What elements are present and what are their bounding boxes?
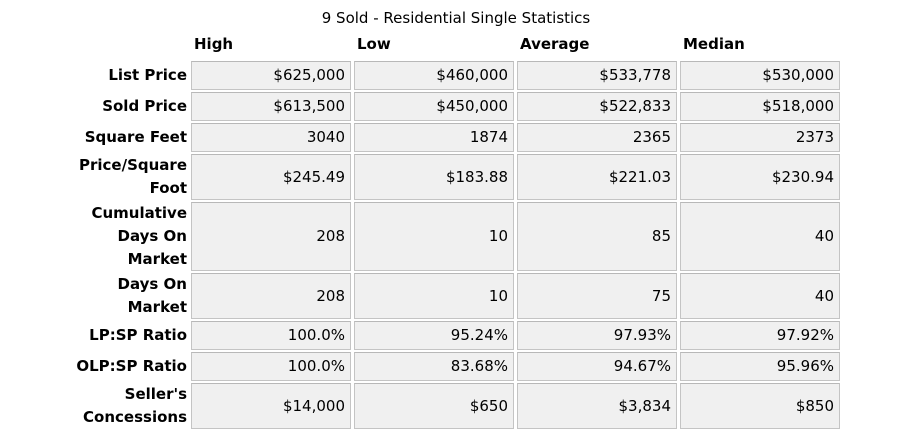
statistics-table: High Low Average Median List Price $625,0… [0, 34, 856, 429]
stat-cell: 40 [680, 202, 840, 271]
stat-cell: $14,000 [191, 383, 351, 429]
stat-cell: $230.94 [680, 154, 840, 200]
stat-cell: $245.49 [191, 154, 351, 200]
stat-cell: 10 [354, 273, 514, 319]
column-header-row: High Low Average Median [0, 34, 856, 54]
stat-cell: $613,500 [191, 92, 351, 121]
table-row: List Price $625,000 $460,000 $533,778 $530,0… [0, 61, 856, 90]
stat-cell: 208 [191, 273, 351, 319]
stat-cell: 97.93% [517, 321, 677, 350]
page-title: 9 Sold - Residential Single Statistics [321, 9, 591, 27]
sold-statistics-panel: 9 Sold - Residential Single Statistics H… [0, 9, 856, 429]
stat-cell: $625,000 [191, 61, 351, 90]
row-label: OLP:SP Ratio [76, 357, 187, 375]
stat-cell: 83.68% [354, 352, 514, 381]
row-label: Days On Market [117, 275, 187, 316]
stat-cell: 75 [517, 273, 677, 319]
table-row: Sold Price $613,500 $450,000 $522,833 $518,0… [0, 92, 856, 121]
column-header-low: Low [357, 35, 391, 53]
stat-cell: 2373 [680, 123, 840, 152]
stat-cell: 2365 [517, 123, 677, 152]
table-row: Days On Market 208 10 75 40 [0, 273, 856, 319]
stat-cell: $850 [680, 383, 840, 429]
stat-cell: $533,778 [517, 61, 677, 90]
stat-cell: 100.0% [191, 321, 351, 350]
stat-cell: 10 [354, 202, 514, 271]
stat-cell: $3,834 [517, 383, 677, 429]
stat-cell: $530,000 [680, 61, 840, 90]
row-label: Sold Price [102, 97, 187, 115]
row-label: Square Feet [84, 128, 187, 146]
table-row: OLP:SP Ratio 100.0% 83.68% 94.67% 95.96% [0, 352, 856, 381]
column-header-median: Median [683, 35, 745, 53]
stat-cell: 95.96% [680, 352, 840, 381]
stat-cell: 1874 [354, 123, 514, 152]
stat-cell: $460,000 [354, 61, 514, 90]
row-label: LP:SP Ratio [89, 326, 187, 344]
stat-cell: 40 [680, 273, 840, 319]
stat-cell: 97.92% [680, 321, 840, 350]
row-label: List Price [108, 66, 187, 84]
table-row: Square Feet 3040 1874 2365 2373 [0, 123, 856, 152]
row-label: Price/Square Foot [79, 156, 187, 197]
table-row: LP:SP Ratio 100.0% 95.24% 97.93% 97.92% [0, 321, 856, 350]
stat-cell: 100.0% [191, 352, 351, 381]
table-row: Cumulative Days On Market 208 10 85 40 [0, 202, 856, 271]
stat-cell: $522,833 [517, 92, 677, 121]
stat-cell: 95.24% [354, 321, 514, 350]
table-body: List Price $625,000 $460,000 $533,778 $530,0… [0, 61, 856, 429]
stat-cell: 94.67% [517, 352, 677, 381]
stat-cell: 3040 [191, 123, 351, 152]
column-header-high: High [194, 35, 234, 53]
column-header-average: Average [520, 35, 590, 53]
stat-cell: $518,000 [680, 92, 840, 121]
stat-cell: $183.88 [354, 154, 514, 200]
row-label: Cumulative Days On Market [91, 204, 187, 268]
table-row: Price/Square Foot $245.49 $183.88 $221.03 $2… [0, 154, 856, 200]
stat-cell: $221.03 [517, 154, 677, 200]
header-spacer [0, 34, 188, 54]
stat-cell: 85 [517, 202, 677, 271]
row-label: Seller's Concessions [83, 385, 187, 426]
stat-cell: $450,000 [354, 92, 514, 121]
stat-cell: 208 [191, 202, 351, 271]
table-row: Seller's Concessions $14,000 $650 $3,834 $85… [0, 383, 856, 429]
stat-cell: $650 [354, 383, 514, 429]
